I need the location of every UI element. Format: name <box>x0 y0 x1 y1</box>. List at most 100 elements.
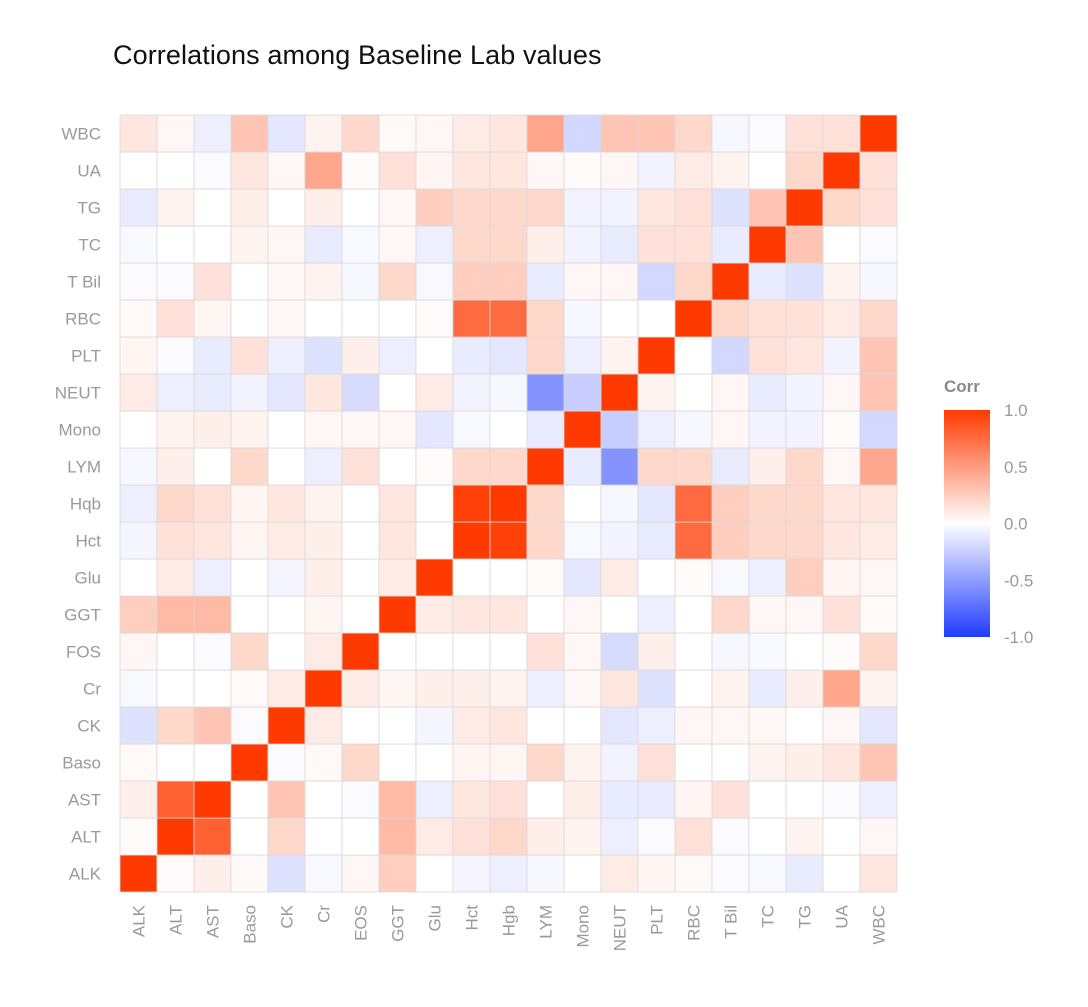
heatmap-cell <box>230 373 269 412</box>
heatmap-cell <box>415 188 454 227</box>
heatmap-cell <box>748 299 787 338</box>
x-tick-label: Cr <box>315 905 334 923</box>
heatmap-cell <box>378 817 417 856</box>
y-tick-label: TC <box>78 236 101 255</box>
y-tick-label: PLT <box>71 347 101 366</box>
heatmap-cell <box>859 336 898 375</box>
heatmap-cell <box>674 706 713 745</box>
heatmap-cell <box>489 706 528 745</box>
heatmap-cell <box>452 595 491 634</box>
heatmap-cell <box>378 706 417 745</box>
heatmap-cell <box>748 706 787 745</box>
heatmap-cell <box>711 854 750 893</box>
heatmap-cell <box>230 595 269 634</box>
heatmap-cell <box>452 706 491 745</box>
heatmap-cell <box>711 558 750 597</box>
heatmap-cell <box>193 817 232 856</box>
y-tick-label: RBC <box>65 310 101 329</box>
heatmap-cell <box>119 336 158 375</box>
heatmap-cell <box>785 188 824 227</box>
heatmap-cell <box>637 225 676 264</box>
heatmap-cell <box>452 669 491 708</box>
heatmap-cell <box>304 188 343 227</box>
heatmap-cell <box>859 595 898 634</box>
legend-tick-label: 0.0 <box>1004 515 1028 534</box>
heatmap-cell <box>267 558 306 597</box>
heatmap-cell <box>489 299 528 338</box>
heatmap-cell <box>230 780 269 819</box>
heatmap-cell <box>785 780 824 819</box>
heatmap-cell <box>119 743 158 782</box>
heatmap-cell <box>637 669 676 708</box>
heatmap-cell <box>341 484 380 523</box>
heatmap-cell <box>415 447 454 486</box>
heatmap-cell <box>378 151 417 190</box>
heatmap-cell <box>341 225 380 264</box>
heatmap-cell <box>267 780 306 819</box>
heatmap-cell <box>341 299 380 338</box>
heatmap-cell <box>859 632 898 671</box>
heatmap-cell <box>563 743 602 782</box>
heatmap-cell <box>674 521 713 560</box>
heatmap-cell <box>563 558 602 597</box>
heatmap-cell <box>489 743 528 782</box>
heatmap-cell <box>563 188 602 227</box>
heatmap-cell <box>378 521 417 560</box>
heatmap-cell <box>378 225 417 264</box>
heatmap-cell <box>489 854 528 893</box>
y-tick-label: ALT <box>71 828 101 847</box>
heatmap-cell <box>193 151 232 190</box>
heatmap-cell <box>563 299 602 338</box>
x-tick-label: Glu <box>426 905 445 931</box>
heatmap-cell <box>267 595 306 634</box>
heatmap-cell <box>822 299 861 338</box>
heatmap-cell <box>341 151 380 190</box>
heatmap-cell <box>600 669 639 708</box>
heatmap-cell <box>822 780 861 819</box>
heatmap-cell <box>822 669 861 708</box>
heatmap-cell <box>637 632 676 671</box>
heatmap-cell <box>674 743 713 782</box>
heatmap-cell <box>822 706 861 745</box>
heatmap-cell <box>193 262 232 301</box>
heatmap-cell <box>156 410 195 449</box>
heatmap-cell <box>674 632 713 671</box>
heatmap-cell <box>119 373 158 412</box>
y-tick-label: NEUT <box>55 384 101 403</box>
heatmap-cell <box>341 595 380 634</box>
heatmap-cell <box>600 114 639 153</box>
heatmap-cell <box>193 669 232 708</box>
heatmap-cell <box>452 188 491 227</box>
heatmap-cell <box>378 336 417 375</box>
heatmap-cell <box>119 669 158 708</box>
y-tick-label: Cr <box>83 680 101 699</box>
heatmap-cell <box>304 854 343 893</box>
heatmap-cell <box>674 225 713 264</box>
heatmap-cell <box>156 225 195 264</box>
y-tick-label: TG <box>77 199 101 218</box>
heatmap-cell <box>267 188 306 227</box>
x-tick-label: WBC <box>870 905 889 945</box>
heatmap-cell <box>785 151 824 190</box>
heatmap-cell <box>489 632 528 671</box>
heatmap-cell <box>785 299 824 338</box>
heatmap-cell <box>489 262 528 301</box>
heatmap-cell <box>452 743 491 782</box>
y-tick-label: Hct <box>76 532 102 551</box>
legend-tick-label: 1.0 <box>1004 401 1028 420</box>
heatmap-cell <box>563 780 602 819</box>
heatmap-cell <box>230 262 269 301</box>
heatmap-cell <box>415 225 454 264</box>
heatmap-cell <box>859 447 898 486</box>
heatmap-cell <box>489 225 528 264</box>
heatmap-cell <box>156 262 195 301</box>
heatmap-cell <box>859 817 898 856</box>
heatmap-cell <box>600 632 639 671</box>
heatmap-cell <box>674 595 713 634</box>
heatmap-cell <box>711 743 750 782</box>
heatmap-cell <box>341 780 380 819</box>
heatmap-cell <box>748 817 787 856</box>
heatmap-cell <box>119 817 158 856</box>
heatmap-cell <box>119 558 158 597</box>
heatmap-cell <box>378 373 417 412</box>
